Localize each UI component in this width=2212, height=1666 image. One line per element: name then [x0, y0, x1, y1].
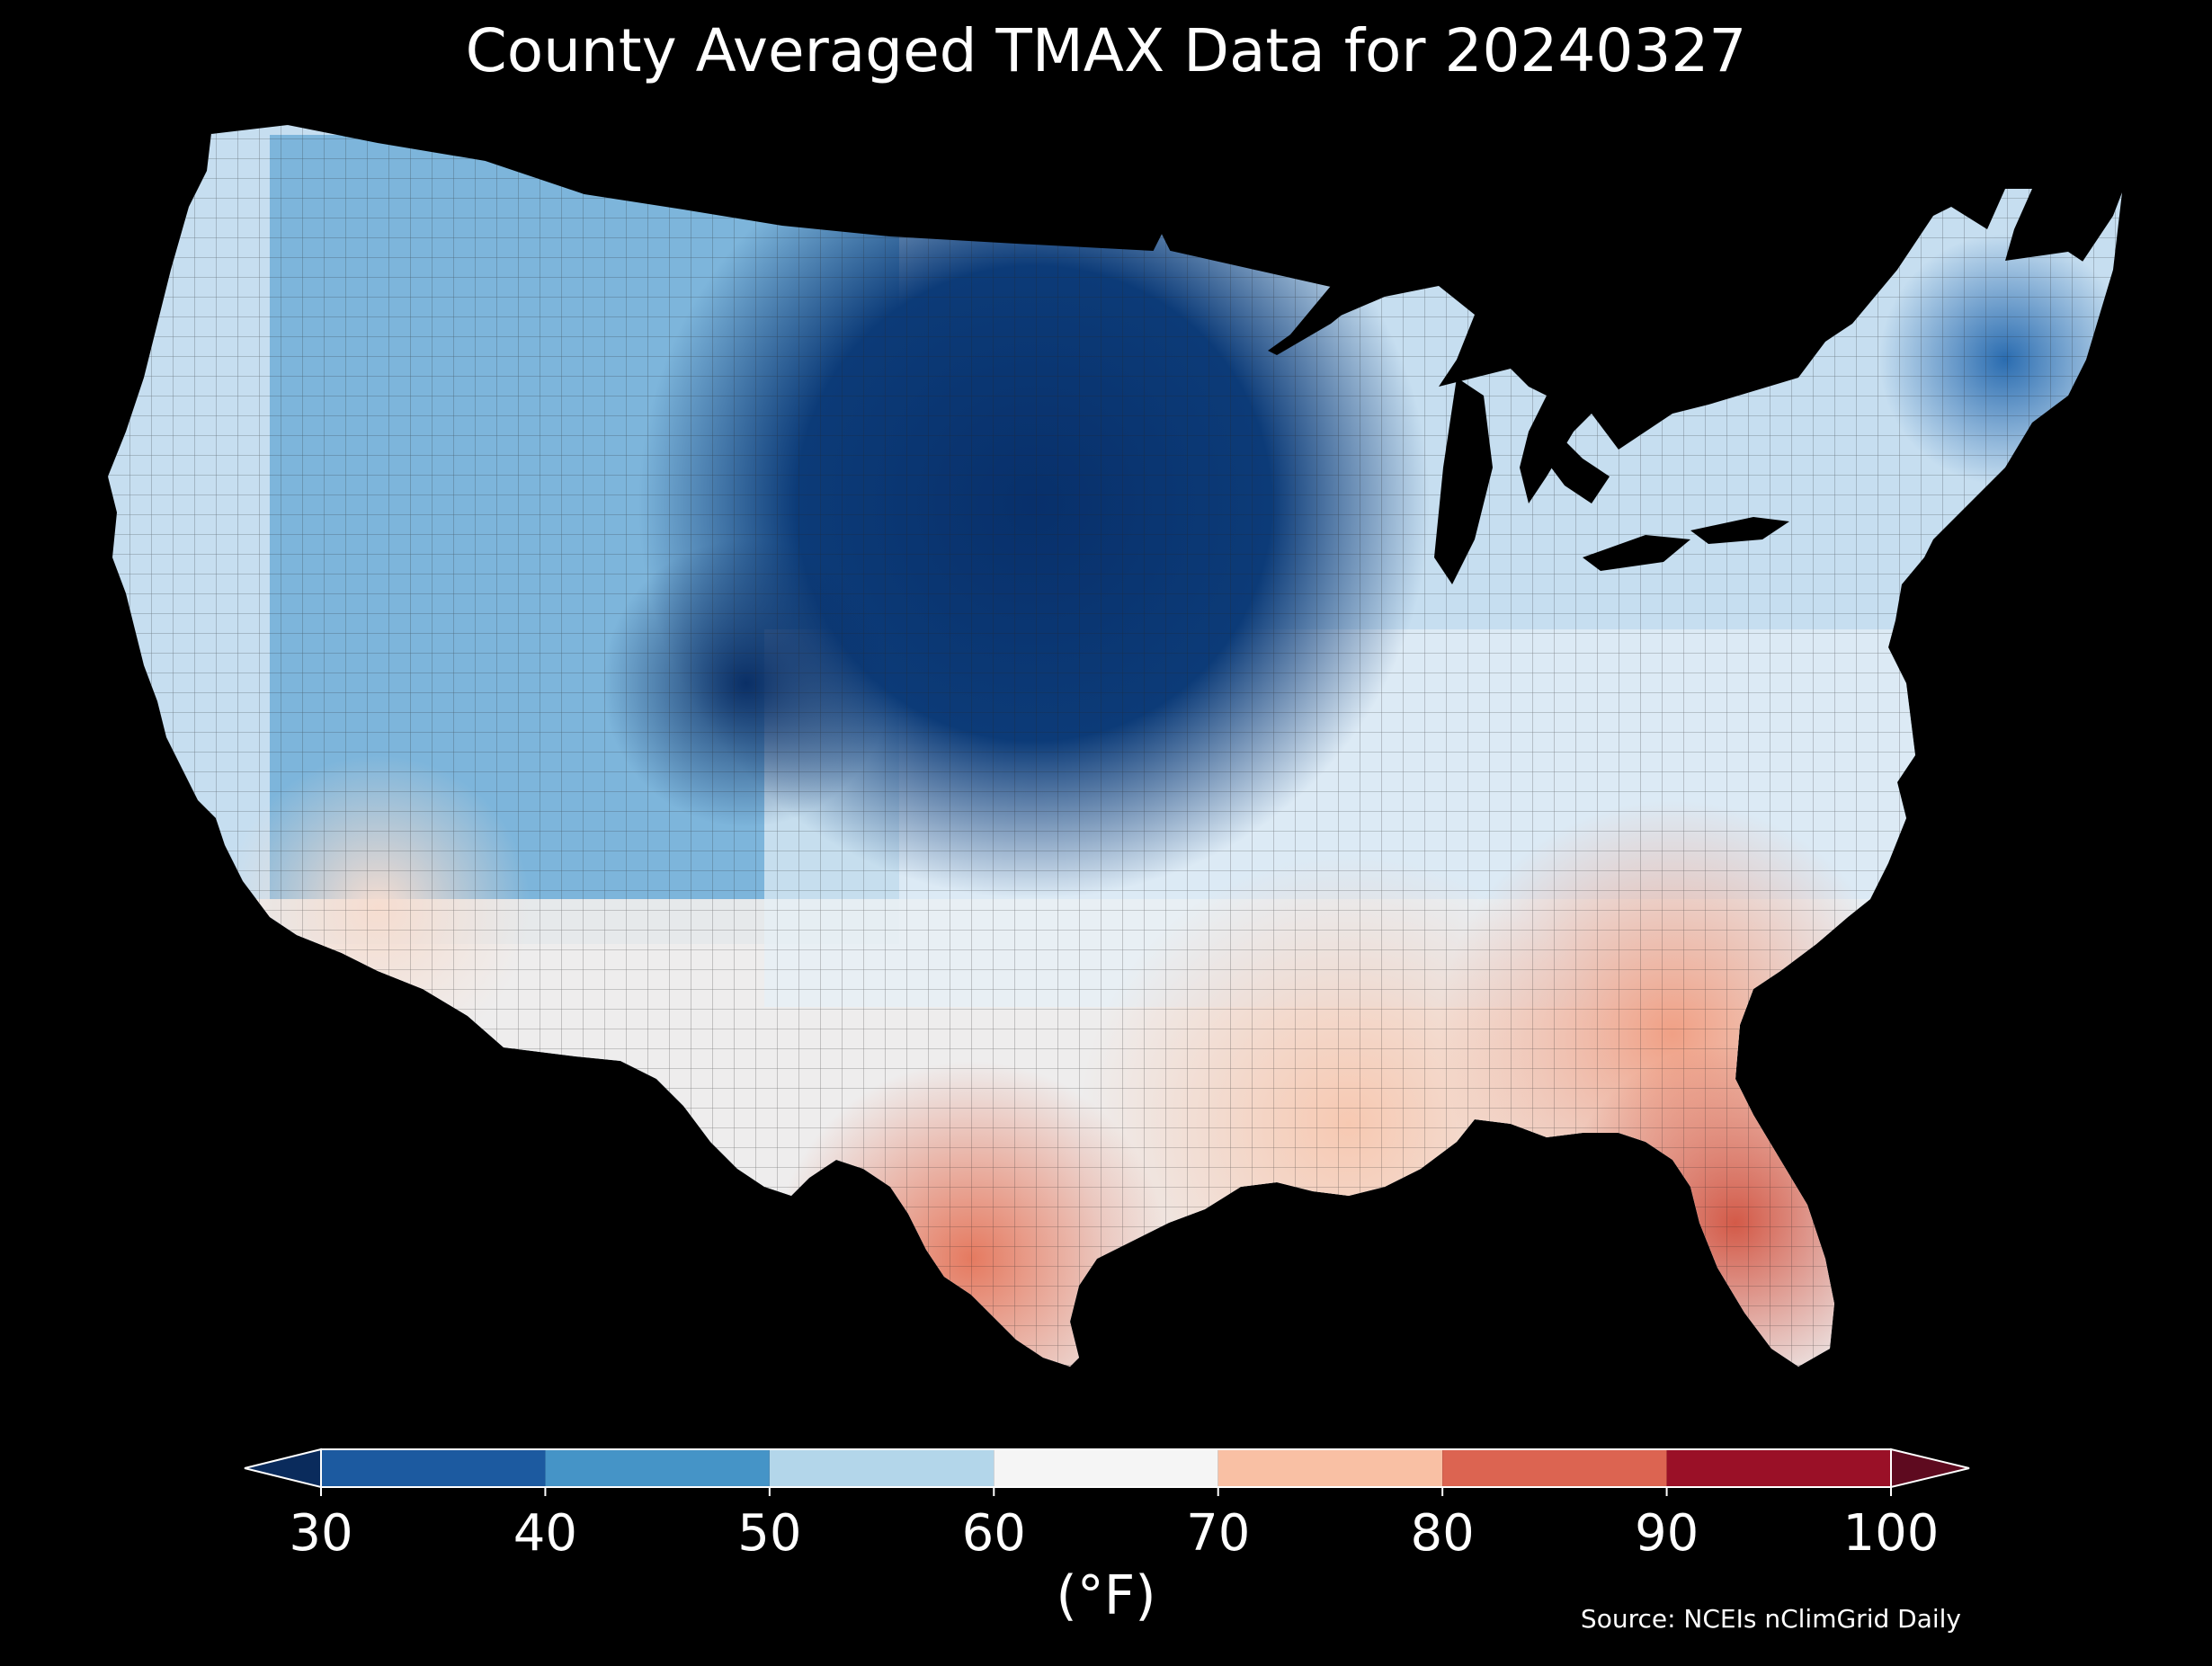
colorbar-tick-label: 50: [737, 1504, 801, 1563]
colorbar-tick-label: 90: [1635, 1504, 1699, 1563]
colorbar-tick-label: 30: [289, 1504, 352, 1563]
great-lakes: [1268, 288, 1789, 584]
colorbar-tick-label: 70: [1186, 1504, 1250, 1563]
colorbar-bins: [321, 1449, 1891, 1487]
map-title: County Averaged TMAX Data for 20240327: [465, 16, 1747, 85]
colorbar-bin-70-80: [1217, 1449, 1443, 1487]
colorbar-bin-50-60: [769, 1449, 995, 1487]
colorbar-tick-label: 60: [962, 1504, 1026, 1563]
source-note: Source: NCEIs nClimGrid Daily: [1580, 1604, 1961, 1634]
colorbar-tick-label: 100: [1843, 1504, 1940, 1563]
colorbar-bin-90-100: [1666, 1449, 1891, 1487]
colorbar-tick-label: 40: [513, 1504, 577, 1563]
colorbar-ticks: 30 40 50 60 70 80 90 100: [289, 1487, 1939, 1563]
colorbar-tick-label: 80: [1411, 1504, 1475, 1563]
colorbar-bin-40-50: [545, 1449, 770, 1487]
colorbar-bin-60-70: [994, 1449, 1218, 1487]
colorbar-outline: [320, 1448, 1892, 1488]
colorbar-over-arrow: [1890, 1448, 1970, 1489]
colorbar-unit-label: (°F): [1056, 1564, 1156, 1627]
colorbar-bin-80-90: [1442, 1449, 1667, 1487]
colorbar-under-arrow: [244, 1448, 322, 1489]
colorbar-bin-30-40: [321, 1449, 546, 1487]
northern-border: [210, 122, 1332, 287]
